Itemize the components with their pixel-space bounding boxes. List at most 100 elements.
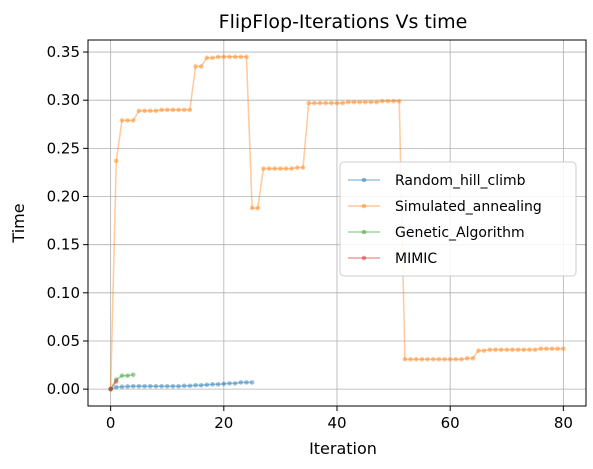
data-point-simulated-annealing bbox=[391, 98, 396, 104]
data-point-simulated-annealing bbox=[198, 64, 204, 69]
data-point-simulated-annealing bbox=[374, 99, 379, 105]
data-point-simulated-annealing bbox=[538, 346, 544, 351]
y-tick-label: 0.10 bbox=[47, 284, 80, 302]
data-point-random-hill-climb bbox=[249, 380, 255, 385]
data-point-random-hill-climb bbox=[130, 383, 136, 389]
data-point-simulated-annealing bbox=[555, 346, 561, 351]
data-point-simulated-annealing bbox=[532, 347, 538, 352]
data-point-simulated-annealing bbox=[317, 100, 323, 106]
x-tick-label: 20 bbox=[214, 414, 233, 432]
data-point-random-hill-climb bbox=[125, 384, 130, 389]
data-point-random-hill-climb bbox=[159, 383, 164, 389]
data-point-simulated-annealing bbox=[527, 347, 532, 352]
data-point-simulated-annealing bbox=[227, 54, 232, 60]
x-tick-label: 60 bbox=[441, 414, 460, 432]
data-point-simulated-annealing bbox=[142, 108, 147, 114]
y-tick-label: 0.05 bbox=[47, 332, 80, 350]
data-point-simulated-annealing bbox=[504, 347, 510, 352]
data-point-simulated-annealing bbox=[130, 118, 136, 123]
data-point-simulated-annealing bbox=[425, 356, 430, 362]
legend-marker-simulated-annealing bbox=[361, 203, 367, 209]
data-point-simulated-annealing bbox=[164, 107, 170, 113]
series-line-genetic-algorithm bbox=[109, 373, 134, 390]
data-point-simulated-annealing bbox=[408, 356, 413, 362]
data-point-simulated-annealing bbox=[493, 347, 498, 352]
data-point-mimic bbox=[113, 379, 119, 384]
series-line-random-hill-climb bbox=[110, 381, 253, 390]
x-axis-label: Iteration bbox=[309, 439, 377, 458]
data-point-random-hill-climb bbox=[108, 386, 113, 392]
data-point-random-hill-climb bbox=[238, 380, 244, 385]
data-point-simulated-annealing bbox=[306, 100, 312, 106]
data-point-simulated-annealing bbox=[187, 107, 193, 113]
legend-marker-mimic bbox=[361, 255, 367, 261]
data-point-simulated-annealing bbox=[295, 165, 300, 170]
data-point-genetic-algorithm bbox=[119, 373, 125, 378]
x-tick-label: 0 bbox=[106, 414, 116, 432]
data-point-simulated-annealing bbox=[351, 99, 357, 105]
data-point-simulated-annealing bbox=[266, 166, 272, 171]
data-point-simulated-annealing bbox=[487, 347, 493, 352]
data-point-simulated-annealing bbox=[204, 55, 210, 61]
data-point-random-hill-climb bbox=[170, 383, 176, 389]
data-point-simulated-annealing bbox=[476, 348, 481, 353]
data-point-simulated-annealing bbox=[510, 347, 515, 352]
data-point-simulated-annealing bbox=[340, 100, 345, 106]
axis-ticks: 0 20 40 60 80 0.00 0.05 0.10 0.15 0.20 0.25 0.30 0.3… bbox=[47, 43, 573, 432]
data-point-simulated-annealing bbox=[113, 158, 119, 164]
data-point-simulated-annealing bbox=[368, 99, 374, 105]
data-point-random-hill-climb bbox=[198, 382, 204, 388]
data-point-random-hill-climb bbox=[227, 381, 232, 386]
data-point-simulated-annealing bbox=[119, 118, 125, 123]
data-point-simulated-annealing bbox=[357, 99, 362, 105]
data-point-random-hill-climb bbox=[232, 381, 238, 386]
data-point-simulated-annealing bbox=[521, 347, 527, 352]
data-point-mimic bbox=[108, 386, 113, 392]
data-point-simulated-annealing bbox=[498, 347, 504, 352]
data-point-simulated-annealing bbox=[379, 98, 385, 104]
data-point-simulated-annealing bbox=[215, 54, 221, 60]
data-point-simulated-annealing bbox=[170, 107, 176, 113]
data-point-simulated-annealing bbox=[278, 166, 283, 171]
legend-label-simulated-annealing: Simulated_annealing bbox=[395, 199, 542, 215]
data-point-genetic-algorithm bbox=[125, 373, 130, 378]
x-tick-label: 40 bbox=[327, 414, 346, 432]
legend-frame bbox=[339, 161, 577, 277]
y-tick-label: 0.25 bbox=[47, 139, 80, 157]
data-point-simulated-annealing bbox=[419, 356, 425, 362]
data-point-simulated-annealing bbox=[447, 356, 453, 362]
data-point-simulated-annealing bbox=[323, 100, 328, 106]
data-point-simulated-annealing bbox=[176, 107, 181, 113]
series-line-mimic bbox=[109, 380, 117, 390]
legend-label-random-hill-climb: Random_hill_climb bbox=[395, 173, 526, 189]
data-point-simulated-annealing bbox=[232, 54, 238, 60]
data-point-random-hill-climb bbox=[142, 383, 147, 389]
data-point-genetic-algorithm bbox=[108, 386, 113, 392]
data-point-random-hill-climb bbox=[193, 382, 198, 388]
data-point-simulated-annealing bbox=[329, 100, 334, 106]
data-point-simulated-annealing bbox=[362, 99, 368, 105]
data-point-random-hill-climb bbox=[164, 383, 170, 389]
data-point-simulated-annealing bbox=[544, 346, 549, 351]
data-point-simulated-annealing bbox=[470, 356, 476, 361]
data-point-simulated-annealing bbox=[272, 166, 278, 171]
data-point-simulated-annealing bbox=[125, 118, 130, 123]
data-point-simulated-annealing bbox=[385, 98, 391, 104]
y-tick-label: 0.30 bbox=[47, 91, 80, 109]
data-point-simulated-annealing bbox=[561, 346, 566, 351]
data-point-simulated-annealing bbox=[430, 356, 436, 362]
data-point-simulated-annealing bbox=[283, 166, 289, 171]
data-point-simulated-annealing bbox=[244, 54, 249, 60]
x-tick-label: 80 bbox=[554, 414, 573, 432]
data-point-simulated-annealing bbox=[413, 356, 419, 362]
series-layer bbox=[108, 54, 566, 392]
data-point-random-hill-climb bbox=[119, 384, 125, 390]
data-point-simulated-annealing bbox=[402, 356, 408, 362]
data-point-random-hill-climb bbox=[181, 383, 187, 389]
data-point-simulated-annealing bbox=[147, 108, 153, 114]
data-point-simulated-annealing bbox=[153, 108, 159, 114]
data-point-random-hill-climb bbox=[187, 383, 193, 389]
data-point-random-hill-climb bbox=[136, 383, 142, 389]
data-point-simulated-annealing bbox=[181, 107, 187, 113]
data-point-simulated-annealing bbox=[159, 107, 164, 113]
